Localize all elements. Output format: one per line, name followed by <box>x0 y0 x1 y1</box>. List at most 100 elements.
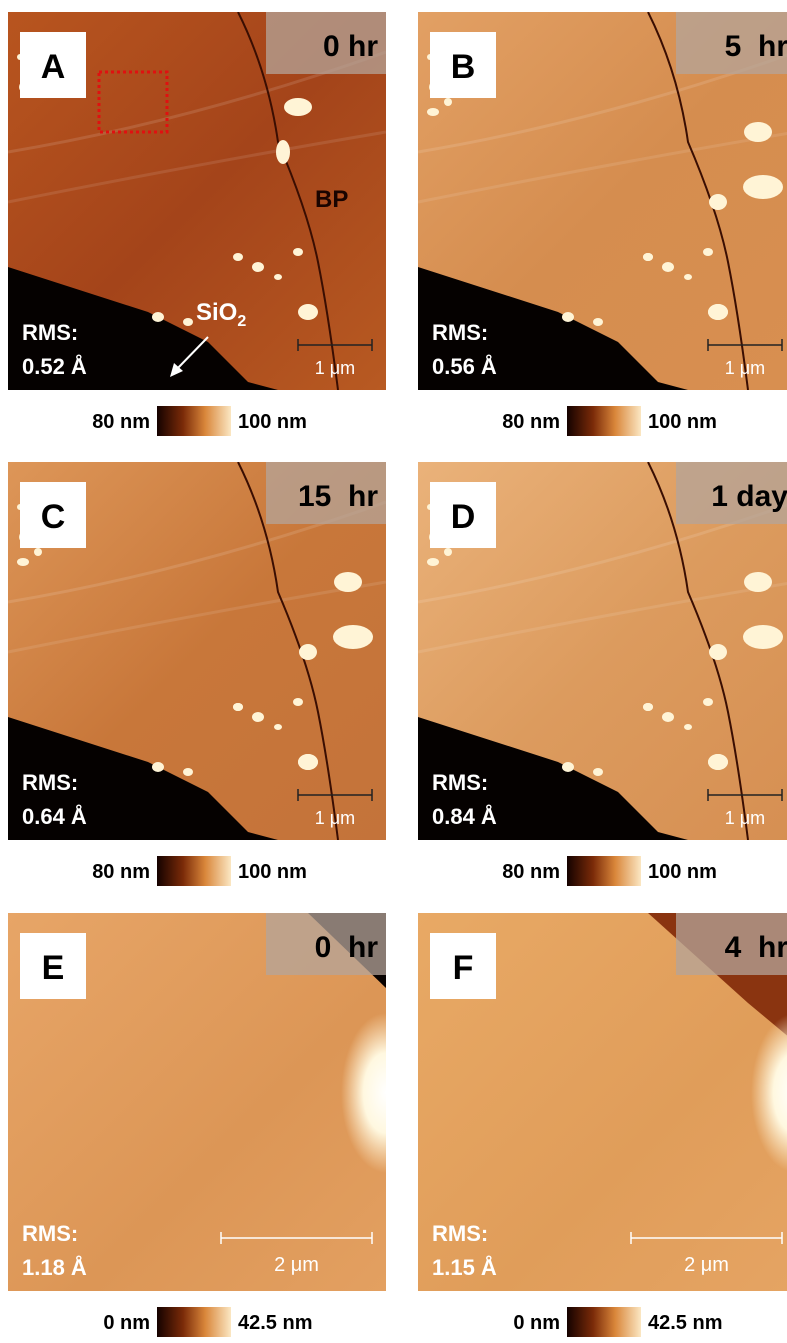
panel-label: E <box>42 949 65 987</box>
page: A 0 hr RMS: 0.52 Å 1 μm 80 nm 100 nm B 5 hr RMS: 0… <box>0 0 787 1343</box>
colorbar <box>157 406 231 436</box>
panel-label: A <box>41 48 66 86</box>
particle <box>709 194 727 210</box>
panel: E 0 hr RMS: 1.18 Å 2 μm <box>8 913 431 1291</box>
panel-label: F <box>453 949 474 987</box>
rms-value: 1.18 Å <box>22 1254 87 1280</box>
particle <box>743 625 783 649</box>
particle <box>444 548 452 556</box>
particle <box>293 698 303 706</box>
particle <box>684 274 692 280</box>
particle <box>562 762 574 772</box>
particle <box>593 768 603 776</box>
particle <box>744 122 772 142</box>
colorbar-max: 100 nm <box>238 411 307 433</box>
rms-label: RMS: <box>432 320 488 345</box>
particle <box>744 572 772 592</box>
colorbar-max: 100 nm <box>648 861 717 883</box>
colorbar-min: 0 nm <box>103 1312 150 1334</box>
sio2-subscript: 2 <box>237 313 246 330</box>
time-label: 4 hr <box>725 931 787 964</box>
rms-label: RMS: <box>22 770 78 795</box>
particle <box>252 712 264 722</box>
colorbar-max: 100 nm <box>238 861 307 883</box>
particle <box>284 98 312 116</box>
particle <box>298 754 318 770</box>
particle <box>276 140 290 164</box>
scale-label: 1 μm <box>315 358 355 378</box>
sio2-text: SiO <box>196 299 237 326</box>
particle <box>427 108 439 116</box>
scale-label: 2 μm <box>684 1254 729 1276</box>
rms-label: RMS: <box>432 1221 488 1246</box>
rms-label: RMS: <box>22 320 78 345</box>
panel: C15 hrRMS:0.64 Å1 μm <box>8 462 386 840</box>
colorbar-max: 100 nm <box>648 411 717 433</box>
time-label: 0 hr <box>315 931 379 964</box>
particle <box>562 312 574 322</box>
rms-value: 0.84 Å <box>432 803 497 829</box>
colorbar <box>157 856 231 886</box>
colorbar-max: 42.5 nm <box>238 1312 312 1334</box>
panel: D 1 day RMS: 0.84 Å 1 μm <box>418 462 787 840</box>
particle <box>293 248 303 256</box>
panel-label: D <box>451 498 476 536</box>
particle <box>703 698 713 706</box>
rms-label: RMS: <box>22 1221 78 1246</box>
bp-label: BP <box>315 186 348 213</box>
figure: A 0 hr RMS: 0.52 Å 1 μm 80 nm 100 nm B 5 hr RMS: 0… <box>0 0 787 1338</box>
particle <box>152 312 164 322</box>
colorbar <box>567 1307 641 1337</box>
rms-value: 1.15 Å <box>432 1254 497 1280</box>
particle <box>299 644 317 660</box>
particle <box>427 558 439 566</box>
particle <box>334 572 362 592</box>
panel: B 5 hr RMS: 0.56 Å 1 μm <box>418 12 787 390</box>
time-label: 0 hr <box>323 30 378 63</box>
particle <box>183 318 193 326</box>
particle <box>643 703 653 711</box>
particle <box>593 318 603 326</box>
particle <box>152 762 164 772</box>
particle <box>684 724 692 730</box>
particle <box>708 754 728 770</box>
bright-spot <box>341 1013 431 1173</box>
time-label: 5 hr <box>725 30 787 63</box>
scale-label: 1 μm <box>725 358 765 378</box>
colorbar-min: 0 nm <box>513 1312 560 1334</box>
particle <box>233 253 243 261</box>
colorbar <box>567 856 641 886</box>
particle <box>709 644 727 660</box>
scale-label: 1 μm <box>315 808 355 828</box>
particle <box>662 262 674 272</box>
particle <box>233 703 243 711</box>
colorbar-min: 80 nm <box>92 411 150 433</box>
rms-label: RMS: <box>432 770 488 795</box>
particle <box>17 558 29 566</box>
colorbar-max: 42.5 nm <box>648 1312 722 1334</box>
colorbar-min: 80 nm <box>92 861 150 883</box>
particle <box>662 712 674 722</box>
particle <box>274 274 282 280</box>
colorbar-min: 80 nm <box>502 411 560 433</box>
particle <box>183 768 193 776</box>
colorbar-min: 80 nm <box>502 861 560 883</box>
particle <box>643 253 653 261</box>
rms-value: 0.52 Å <box>22 353 87 379</box>
particle <box>333 625 373 649</box>
time-label: 1 day <box>711 480 787 513</box>
time-label: 15 hr <box>298 480 378 513</box>
particle <box>444 98 452 106</box>
panel-label: B <box>451 48 476 86</box>
scale-label: 1 μm <box>725 808 765 828</box>
particle <box>252 262 264 272</box>
particle <box>708 304 728 320</box>
particle <box>743 175 783 199</box>
rms-value: 0.56 Å <box>432 353 497 379</box>
panel: F 4 hr RMS: 1.15 Å 2 μm <box>418 913 787 1291</box>
particle <box>298 304 318 320</box>
scale-label: 2 μm <box>274 1254 319 1276</box>
colorbar <box>567 406 641 436</box>
particle <box>703 248 713 256</box>
particle <box>34 548 42 556</box>
